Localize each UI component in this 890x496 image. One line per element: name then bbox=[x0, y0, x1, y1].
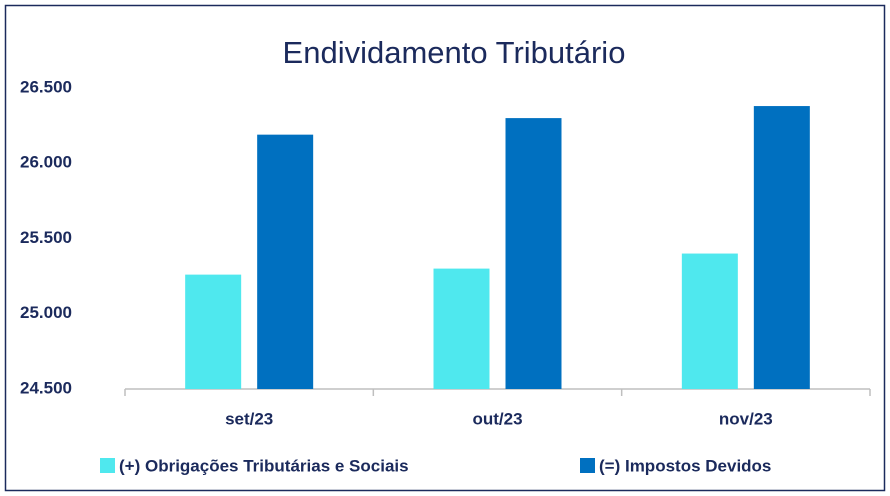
y-tick-label: 25.500 bbox=[20, 228, 72, 247]
legend-label: (=) Impostos Devidos bbox=[599, 456, 771, 475]
bar bbox=[257, 134, 314, 389]
x-tick-label: out/23 bbox=[472, 409, 522, 428]
bar bbox=[505, 118, 562, 389]
y-tick-label: 25.000 bbox=[20, 303, 72, 322]
bar bbox=[753, 106, 810, 389]
y-tick-label: 26.500 bbox=[20, 77, 72, 96]
bar bbox=[433, 268, 490, 389]
legend-swatch bbox=[100, 458, 115, 473]
y-tick-label: 24.500 bbox=[20, 378, 72, 397]
bar bbox=[185, 274, 242, 389]
x-tick-label: nov/23 bbox=[719, 409, 773, 428]
x-tick-label: set/23 bbox=[225, 409, 273, 428]
bar bbox=[681, 253, 738, 389]
legend-swatch bbox=[580, 458, 595, 473]
chart-title: Endividamento Tributário bbox=[283, 35, 626, 70]
legend-label: (+) Obrigações Tributárias e Sociais bbox=[119, 456, 409, 475]
y-tick-label: 26.000 bbox=[20, 153, 72, 172]
chart-border bbox=[4, 4, 886, 492]
